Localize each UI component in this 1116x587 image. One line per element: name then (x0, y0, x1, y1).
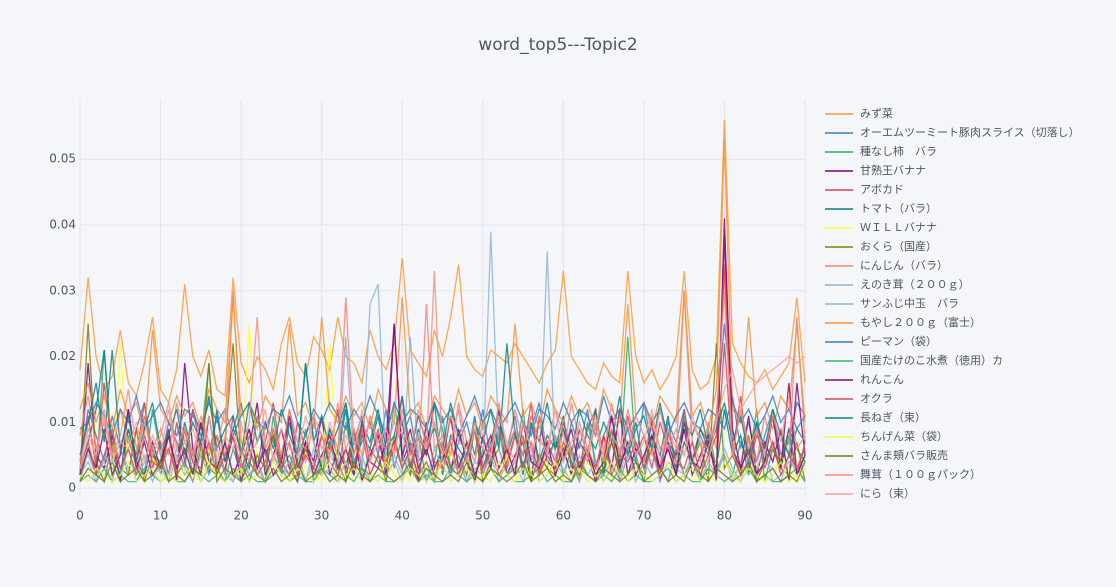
x-tick-label: 20 (233, 509, 248, 523)
legend-label: れんこん (860, 373, 904, 386)
y-tick-label: 0.05 (49, 152, 76, 166)
y-tick-label: 0.04 (49, 217, 76, 231)
y-tick-label: 0.03 (49, 283, 76, 297)
legend-label: 国産たけのこ水煮（徳用）カ (860, 354, 1003, 367)
legend-label: 長ねぎ（束） (860, 410, 926, 424)
legend-label: オーエムツーミート豚肉スライス（切落し） (860, 126, 1080, 139)
series-line (79, 119, 806, 405)
legend-label: ピーマン（袋） (860, 334, 937, 348)
series-line (79, 355, 806, 469)
legend-label: えのき茸（２００ｇ） (860, 278, 970, 291)
legend-label: みず菜 (860, 107, 893, 120)
x-tick-label: 70 (636, 509, 651, 523)
series-line (79, 323, 806, 438)
legend-label: サンふじ中玉 バラ (860, 297, 959, 310)
y-tick-label: 0 (68, 481, 76, 495)
legend-label: さんま頬バラ販売 (860, 448, 948, 462)
x-tick-label: 40 (395, 509, 410, 523)
legend-label: ちんげん菜（袋） (860, 429, 948, 443)
y-tick-label: 0.02 (49, 349, 76, 363)
y-tick-label: 0.01 (49, 415, 76, 429)
legend-label: 舞茸（１００ｇパック） (860, 468, 981, 481)
legend-label: アボカド (860, 183, 904, 196)
legend-label: にら（束） (860, 487, 915, 500)
legend-label: にんじん（バラ） (860, 259, 948, 272)
series-line (79, 363, 806, 484)
legend-label: オクラ (860, 392, 893, 405)
x-tick-label: 80 (717, 509, 732, 523)
legend-label: おくら（国産） (860, 240, 937, 253)
x-tick-label: 50 (475, 509, 490, 523)
chart-title: word_top5---Topic2 (478, 35, 637, 55)
legend-label: トマト（バラ） (860, 202, 937, 215)
x-tick-label: 10 (153, 509, 168, 523)
legend-label: もやし２００ｇ（富士） (860, 315, 981, 329)
x-tick-label: 90 (797, 509, 812, 523)
series-line (79, 460, 806, 483)
x-tick-label: 30 (314, 509, 329, 523)
series-line (79, 139, 806, 436)
x-tick-label: 0 (76, 509, 84, 523)
legend-label: ＷＩＬＬバナナ (860, 221, 937, 234)
legend-label: 種なし柿 バラ (860, 144, 937, 158)
x-tick-label: 60 (556, 509, 571, 523)
legend-label: 甘熟王バナナ (860, 163, 926, 177)
